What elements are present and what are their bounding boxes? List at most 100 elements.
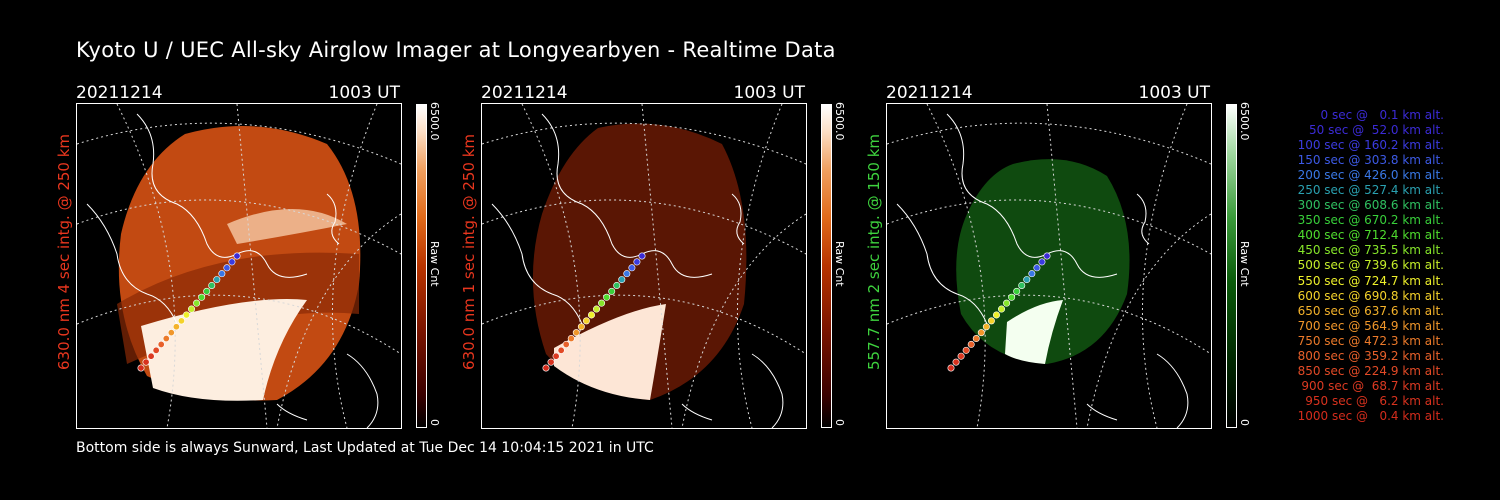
trajectory-point — [633, 258, 641, 266]
allsky-image-panel-1 — [76, 103, 402, 429]
allsky-image-panel-2 — [481, 103, 807, 429]
legend-row: 350 sec @ 670.2 km alt. — [1297, 213, 1444, 228]
trajectory-point — [172, 323, 180, 331]
trajectory-point — [567, 335, 575, 343]
trajectory-track — [542, 252, 646, 372]
trajectory-point — [628, 264, 636, 272]
legend-row: 0 sec @ 0.1 km alt. — [1320, 108, 1445, 122]
panel-time: 1003 UT — [1138, 83, 1211, 103]
trajectory-point — [203, 287, 211, 295]
trajectory-point — [623, 270, 631, 278]
allsky-image-panel-3 — [886, 103, 1212, 429]
geo-grid — [77, 104, 401, 428]
colorbar-min-label: 0 — [428, 419, 441, 426]
legend-row: 50 sec @ 52.0 km alt. — [1309, 123, 1444, 138]
trajectory-time-altitude-legend: 0 sec @ 0.1 km alt. 50 sec @ 52.0 km alt.… — [1250, 108, 1444, 424]
panel-time: 1003 UT — [328, 83, 401, 103]
colorbar-max-label: 6500.0 — [428, 102, 441, 141]
trajectory-point — [142, 358, 150, 366]
legend-row: 500 sec @ 739.6 km alt. — [1297, 258, 1444, 273]
allsky-image-svg — [482, 104, 806, 428]
panel-wavelength-label: 630.0 nm 1 sec intg. @ 250 km — [460, 133, 478, 370]
legend-row: 850 sec @ 224.9 km alt. — [1297, 363, 1444, 378]
panel-wavelength-label: 630.0 nm 4 sec intg. @ 250 km — [55, 133, 73, 370]
trajectory-point — [947, 364, 955, 372]
page-title: Kyoto U / UEC All-sky Airglow Imager at … — [76, 38, 836, 62]
legend-row: 1000 sec @ 0.4 km alt. — [1297, 408, 1444, 423]
trajectory-point — [218, 270, 226, 278]
trajectory-point — [1028, 270, 1036, 278]
footer-update-note: Bottom side is always Sunward, Last Upda… — [76, 440, 654, 456]
legend-row: 400 sec @ 712.4 km alt. — [1297, 228, 1444, 243]
trajectory-point — [213, 276, 221, 284]
trajectory-point — [198, 293, 206, 301]
geo-grid — [887, 104, 1211, 428]
legend-row: 250 sec @ 527.4 km alt. — [1297, 183, 1444, 198]
coastline — [86, 113, 379, 428]
trajectory-point — [608, 287, 616, 295]
trajectory-point — [1003, 299, 1011, 307]
trajectory-point — [638, 252, 646, 260]
trajectory-point — [1013, 287, 1021, 295]
trajectory-point — [1038, 258, 1046, 266]
legend-row: 950 sec @ 6.2 km alt. — [1305, 393, 1444, 408]
trajectory-point — [577, 323, 585, 331]
panel-date: 20211214 — [481, 83, 568, 103]
trajectory-point — [967, 340, 975, 348]
legend-row: 450 sec @ 735.5 km alt. — [1297, 243, 1444, 258]
trajectory-point — [987, 317, 995, 325]
panel-date: 20211214 — [76, 83, 163, 103]
trajectory-point — [977, 329, 985, 337]
trajectory-point — [162, 335, 170, 343]
panel-wavelength-label: 557.7 nm 2 sec intg. @ 150 km — [865, 133, 883, 370]
trajectory-point — [582, 317, 590, 325]
trajectory-point — [188, 305, 196, 313]
trajectory-point — [1008, 293, 1016, 301]
trajectory-point — [587, 311, 595, 319]
coastline — [491, 113, 784, 428]
trajectory-point — [992, 311, 1000, 319]
legend-row: 200 sec @ 426.0 km alt. — [1297, 168, 1444, 183]
trajectory-point — [962, 346, 970, 354]
trajectory-point — [618, 276, 626, 284]
legend-row: 550 sec @ 724.7 km alt. — [1297, 273, 1444, 288]
trajectory-point — [182, 311, 190, 319]
legend-row: 700 sec @ 564.9 km alt. — [1297, 318, 1444, 333]
aurora-bright-region — [554, 304, 666, 400]
trajectory-point — [552, 352, 560, 360]
trajectory-point — [167, 329, 175, 337]
trajectory-point — [208, 281, 216, 289]
colorbar-min-label: 0 — [833, 419, 846, 426]
trajectory-point — [152, 346, 160, 354]
trajectory-point — [598, 299, 606, 307]
colorbar-unit-label: Raw Cnt — [428, 241, 441, 287]
trajectory-point — [982, 323, 990, 331]
trajectory-point — [957, 352, 965, 360]
legend-row: 600 sec @ 690.8 km alt. — [1297, 288, 1444, 303]
allsky-image-svg — [77, 104, 401, 428]
legend-row: 750 sec @ 472.3 km alt. — [1297, 333, 1444, 348]
legend-row: 800 sec @ 359.2 km alt. — [1297, 348, 1444, 363]
colorbar-max-label: 6500.0 — [833, 102, 846, 141]
legend-row: 100 sec @ 160.2 km alt. — [1297, 138, 1444, 153]
colorbar — [416, 104, 427, 428]
aurora-bright-region — [141, 299, 307, 401]
trajectory-point — [147, 352, 155, 360]
trajectory-point — [972, 335, 980, 343]
trajectory-point — [998, 305, 1006, 313]
trajectory-point — [1023, 276, 1031, 284]
panel-date: 20211214 — [886, 83, 973, 103]
trajectory-point — [193, 299, 201, 307]
trajectory-track — [137, 252, 241, 372]
colorbar-unit-label: Raw Cnt — [833, 241, 846, 287]
trajectory-point — [547, 358, 555, 366]
legend-row: 150 sec @ 303.8 km alt. — [1297, 153, 1444, 168]
trajectory-point — [137, 364, 145, 372]
legend-row: 900 sec @ 68.7 km alt. — [1301, 378, 1444, 393]
trajectory-point — [228, 258, 236, 266]
aurora-bright-region — [1005, 300, 1063, 364]
allsky-image-svg — [887, 104, 1211, 428]
trajectory-point — [542, 364, 550, 372]
colorbar — [821, 104, 832, 428]
trajectory-track — [947, 252, 1051, 372]
